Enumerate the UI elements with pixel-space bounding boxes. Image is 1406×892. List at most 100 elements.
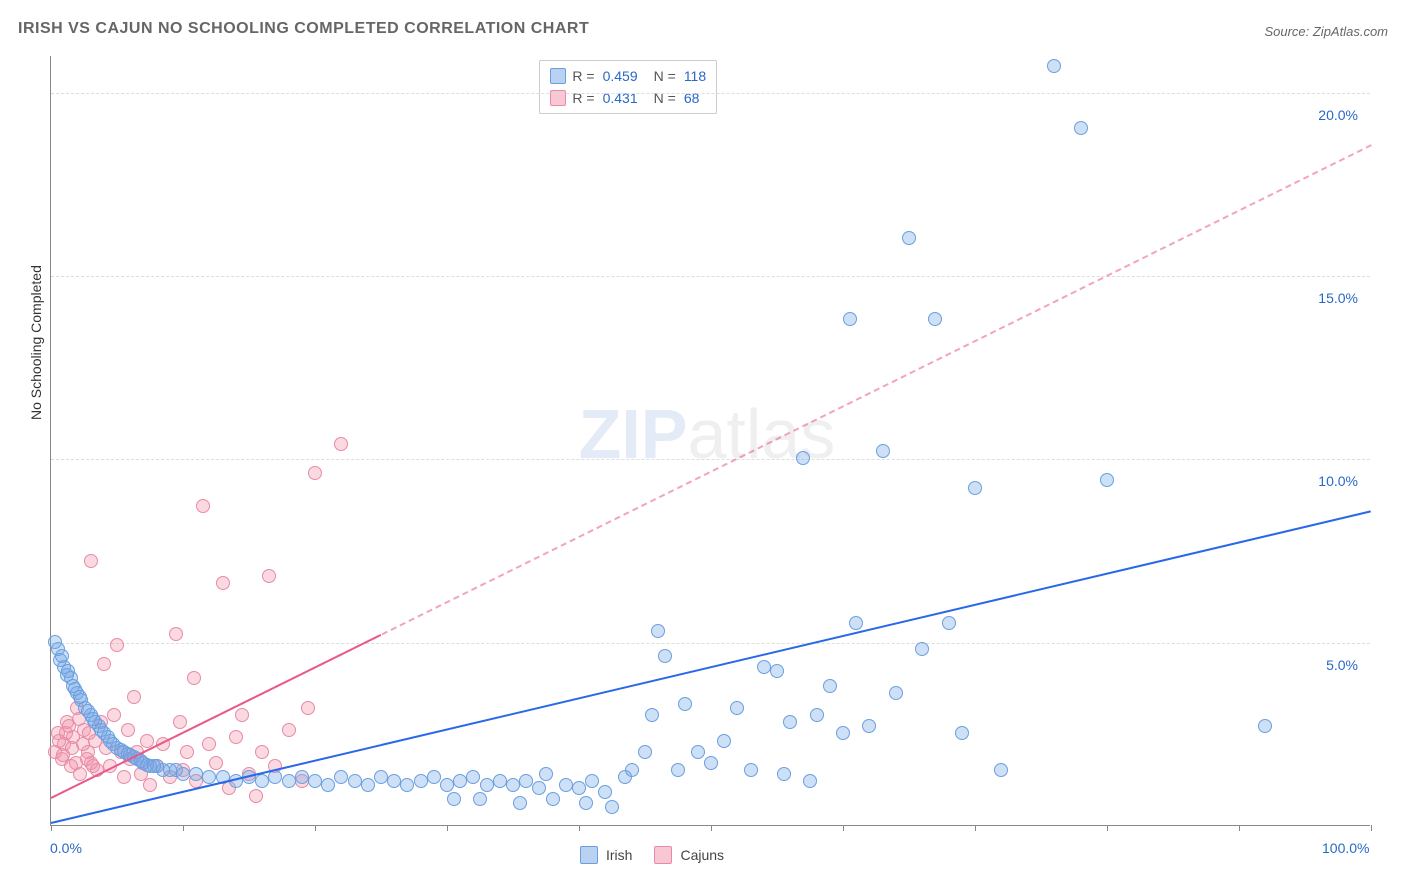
point-irish bbox=[625, 763, 639, 777]
point-irish bbox=[480, 778, 494, 792]
chart-title: IRISH VS CAJUN NO SCHOOLING COMPLETED CO… bbox=[18, 20, 589, 38]
point-irish bbox=[678, 697, 692, 711]
point-irish bbox=[387, 774, 401, 788]
point-irish bbox=[447, 792, 461, 806]
source-label: Source: ZipAtlas.com bbox=[1264, 24, 1388, 39]
y-tick-label: 5.0% bbox=[1326, 657, 1358, 673]
point-irish bbox=[308, 774, 322, 788]
legend-correlation-row: R = 0.459 N = 118 bbox=[550, 65, 706, 87]
x-tick-label: 0.0% bbox=[50, 840, 82, 856]
point-cajun bbox=[301, 701, 315, 715]
point-irish bbox=[539, 767, 553, 781]
point-cajun bbox=[262, 569, 276, 583]
point-cajun bbox=[169, 627, 183, 641]
point-irish bbox=[671, 763, 685, 777]
point-irish bbox=[513, 796, 527, 810]
point-cajun bbox=[187, 671, 201, 685]
point-irish bbox=[810, 708, 824, 722]
point-irish bbox=[651, 624, 665, 638]
legend-n-value: 118 bbox=[684, 68, 706, 84]
watermark-atlas: atlas bbox=[688, 395, 836, 473]
legend-swatch-cajun bbox=[654, 846, 672, 864]
x-tick bbox=[1371, 825, 1372, 831]
legend-r-label: R = bbox=[572, 68, 594, 84]
point-irish bbox=[942, 616, 956, 630]
x-tick bbox=[315, 825, 316, 831]
point-cajun bbox=[127, 690, 141, 704]
point-irish bbox=[1258, 719, 1272, 733]
point-irish bbox=[282, 774, 296, 788]
point-cajun bbox=[235, 708, 249, 722]
point-irish bbox=[658, 649, 672, 663]
point-cajun bbox=[86, 759, 100, 773]
legend-r-value: 0.459 bbox=[603, 68, 638, 84]
point-irish bbox=[928, 312, 942, 326]
point-irish bbox=[361, 778, 375, 792]
point-irish bbox=[400, 778, 414, 792]
point-irish bbox=[579, 796, 593, 810]
point-irish bbox=[777, 767, 791, 781]
legend-series-label: Irish bbox=[606, 847, 632, 863]
point-irish bbox=[295, 770, 309, 784]
legend-correlation-box: R = 0.459 N = 118 R =0.431N =68 bbox=[539, 60, 717, 114]
point-irish bbox=[823, 679, 837, 693]
point-irish bbox=[889, 686, 903, 700]
point-irish bbox=[519, 774, 533, 788]
point-irish bbox=[915, 642, 929, 656]
x-tick-label: 100.0% bbox=[1322, 840, 1369, 856]
point-irish bbox=[704, 756, 718, 770]
legend-swatch-irish bbox=[580, 846, 598, 864]
point-cajun bbox=[196, 499, 210, 513]
point-irish bbox=[147, 759, 161, 773]
point-irish bbox=[585, 774, 599, 788]
y-tick-label: 15.0% bbox=[1318, 290, 1358, 306]
gridline-horizontal bbox=[51, 643, 1370, 644]
point-irish bbox=[321, 778, 335, 792]
point-irish bbox=[638, 745, 652, 759]
x-tick bbox=[1107, 825, 1108, 831]
point-cajun bbox=[249, 789, 263, 803]
point-irish bbox=[744, 763, 758, 777]
point-irish bbox=[48, 635, 62, 649]
point-cajun bbox=[216, 576, 230, 590]
point-cajun bbox=[117, 770, 131, 784]
point-irish bbox=[61, 664, 75, 678]
gridline-horizontal bbox=[51, 276, 1370, 277]
point-irish bbox=[862, 719, 876, 733]
watermark-zip: ZIP bbox=[579, 395, 688, 473]
point-irish bbox=[532, 781, 546, 795]
x-tick bbox=[447, 825, 448, 831]
point-cajun bbox=[255, 745, 269, 759]
point-irish bbox=[414, 774, 428, 788]
point-irish bbox=[348, 774, 362, 788]
point-irish bbox=[1100, 473, 1114, 487]
x-tick bbox=[711, 825, 712, 831]
point-cajun bbox=[282, 723, 296, 737]
legend-swatch-irish bbox=[550, 68, 566, 84]
point-irish bbox=[955, 726, 969, 740]
point-irish bbox=[770, 664, 784, 678]
point-irish bbox=[427, 770, 441, 784]
point-irish bbox=[757, 660, 771, 674]
legend-n-label: N = bbox=[654, 68, 676, 84]
point-cajun bbox=[143, 778, 157, 792]
point-irish bbox=[506, 778, 520, 792]
point-cajun bbox=[202, 737, 216, 751]
point-irish bbox=[843, 312, 857, 326]
legend-correlation-row: R =0.431N =68 bbox=[550, 87, 706, 109]
point-irish bbox=[645, 708, 659, 722]
x-tick bbox=[843, 825, 844, 831]
point-irish bbox=[453, 774, 467, 788]
point-irish bbox=[968, 481, 982, 495]
point-cajun bbox=[97, 657, 111, 671]
point-irish bbox=[176, 767, 190, 781]
point-irish bbox=[783, 715, 797, 729]
legend-series: IrishCajuns bbox=[580, 846, 738, 864]
x-tick bbox=[51, 825, 52, 831]
point-cajun bbox=[209, 756, 223, 770]
point-irish bbox=[189, 767, 203, 781]
point-irish bbox=[55, 649, 69, 663]
point-irish bbox=[466, 770, 480, 784]
point-irish bbox=[374, 770, 388, 784]
point-cajun bbox=[110, 638, 124, 652]
